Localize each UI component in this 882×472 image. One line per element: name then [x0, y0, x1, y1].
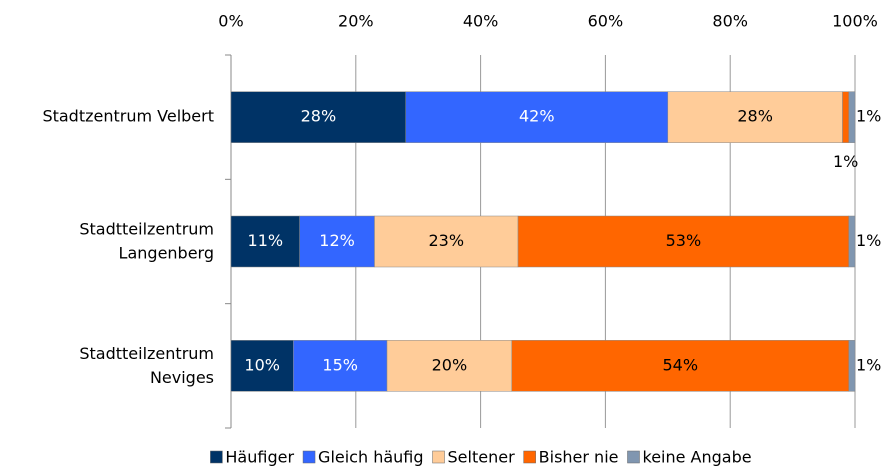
x-tick-label: 80% — [712, 12, 748, 31]
data-label: 1% — [833, 152, 858, 171]
legend-label: Gleich häufig — [318, 448, 423, 467]
label-line: Stadtteilzentrum — [79, 343, 214, 362]
bar-segment — [667, 91, 843, 143]
data-label: 1% — [856, 107, 881, 126]
y-tick-label: Stadtteilzentrum Langenberg — [79, 219, 214, 262]
data-label: 12% — [319, 231, 355, 250]
data-label: 1% — [856, 231, 881, 250]
data-label: 15% — [322, 355, 358, 374]
bar-segment — [842, 91, 850, 143]
label-line: Neviges — [150, 367, 214, 386]
legend-swatch — [210, 450, 223, 464]
data-label: 54% — [662, 355, 698, 374]
legend-swatch — [432, 450, 445, 464]
bar-segment — [848, 215, 856, 268]
y-tick-label: Stadtteilzentrum Neviges — [79, 343, 214, 386]
bar-segment — [405, 91, 669, 143]
data-label: 20% — [432, 355, 468, 374]
label-line: Langenberg — [119, 243, 214, 262]
legend: Häufiger Gleich häufig Seltener Bisher nie k… — [210, 448, 752, 467]
legend-label: Häufiger — [225, 448, 294, 467]
bar-segment — [517, 215, 850, 268]
x-tick-label: 20% — [338, 12, 374, 31]
x-tick-label: 60% — [588, 12, 624, 31]
legend-label: Bisher nie — [539, 448, 619, 467]
legend-swatch — [302, 450, 316, 464]
bar-segment — [230, 215, 300, 268]
x-tick-label: 100% — [832, 12, 878, 31]
x-tick-label: 0% — [218, 12, 243, 31]
bar-segment — [511, 340, 850, 392]
legend-swatch — [627, 450, 640, 464]
data-label: 10% — [244, 355, 280, 374]
bar-segment — [848, 91, 856, 143]
legend-swatch — [523, 450, 536, 464]
bar-segment — [374, 215, 519, 268]
data-label: 42% — [519, 107, 555, 126]
bar-segment — [299, 215, 375, 268]
data-label: 28% — [737, 107, 773, 126]
bar-segment — [230, 91, 406, 143]
x-tick-label: 40% — [463, 12, 499, 31]
bar-segment — [386, 340, 513, 392]
y-tick-label: Stadtzentrum Velbert — [42, 107, 214, 126]
bar-segment — [293, 340, 388, 392]
data-label: 53% — [666, 231, 702, 250]
data-label: 28% — [301, 107, 337, 126]
data-label: 23% — [428, 231, 464, 250]
label-line: Stadtteilzentrum — [79, 219, 214, 238]
data-label: 11% — [248, 231, 284, 250]
data-label: 1% — [856, 355, 881, 374]
legend-label: Seltener — [448, 448, 516, 467]
bar-segment — [848, 340, 856, 392]
legend-label: keine Angabe — [642, 448, 751, 467]
